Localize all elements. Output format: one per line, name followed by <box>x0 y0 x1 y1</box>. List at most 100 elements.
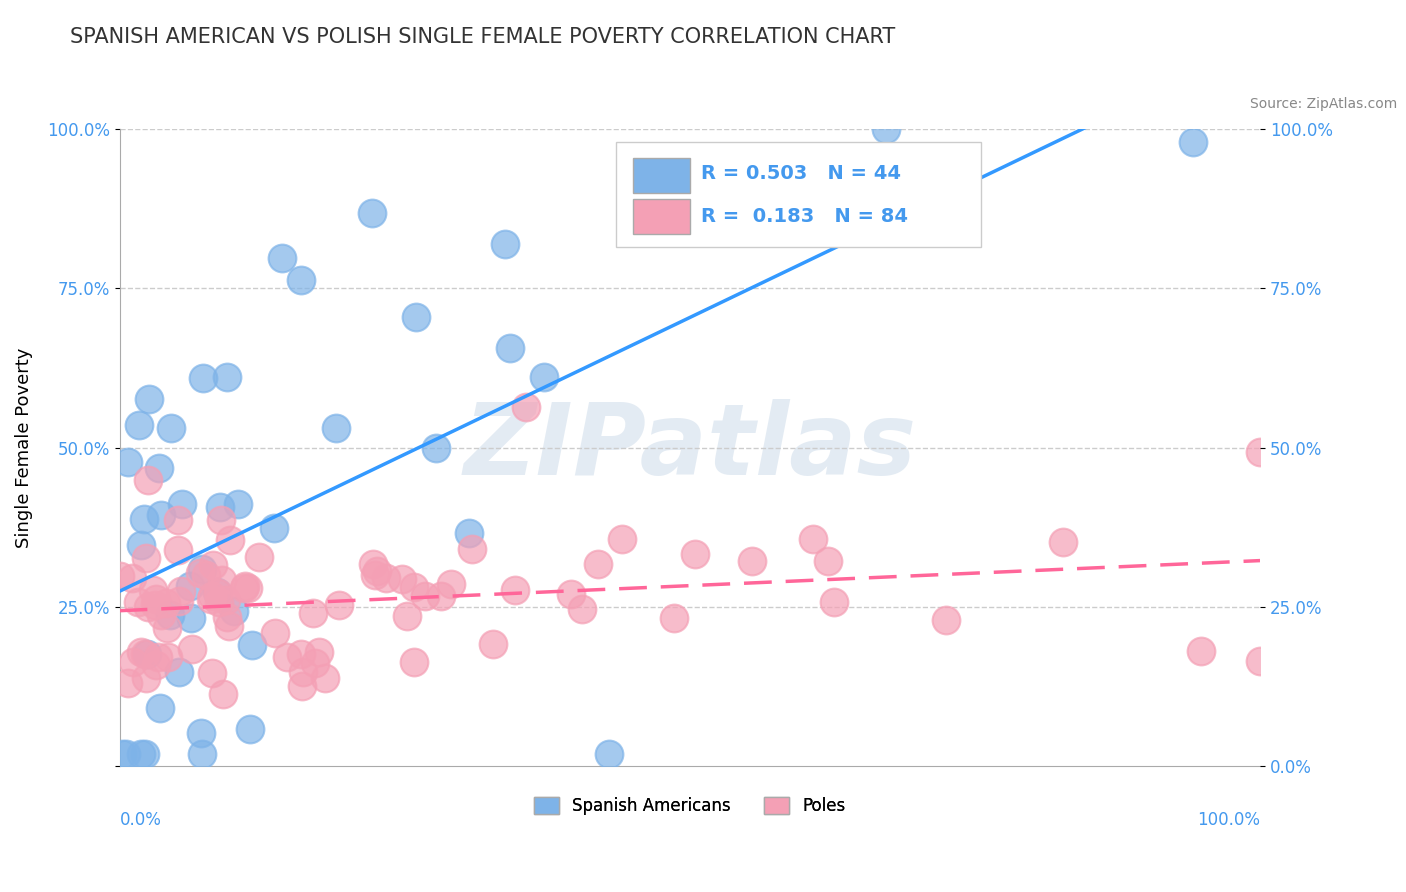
Point <box>194 567 217 582</box>
Point <box>170 584 193 599</box>
Point <box>361 557 384 571</box>
Point <box>430 589 453 603</box>
Text: ZIPatlas: ZIPatlas <box>464 399 917 496</box>
Point <box>1189 644 1212 658</box>
Point <box>136 473 159 487</box>
Point <box>741 554 763 568</box>
Point <box>290 647 312 661</box>
Point <box>364 568 387 582</box>
Point <box>685 547 707 561</box>
Point <box>823 595 845 609</box>
Point <box>180 611 202 625</box>
Point <box>190 726 212 740</box>
Point <box>402 655 425 669</box>
Point <box>180 641 202 656</box>
Point <box>190 747 212 761</box>
Point <box>201 558 224 573</box>
Point <box>209 513 232 527</box>
Point <box>1052 534 1074 549</box>
Point <box>167 513 190 527</box>
Point <box>233 581 256 595</box>
FancyBboxPatch shape <box>633 199 690 234</box>
Point <box>115 747 138 761</box>
Point <box>533 370 555 384</box>
Point <box>366 564 388 578</box>
Point <box>200 591 222 606</box>
Point <box>664 610 686 624</box>
Point <box>170 497 193 511</box>
Point <box>160 421 183 435</box>
Point <box>201 589 224 603</box>
Point <box>457 526 479 541</box>
Point <box>145 591 167 606</box>
Text: R =  0.183   N = 84: R = 0.183 N = 84 <box>702 208 908 227</box>
Point <box>238 581 260 595</box>
Point <box>117 455 139 469</box>
Point <box>129 538 152 552</box>
Point <box>150 508 173 522</box>
Point <box>598 747 620 761</box>
Point <box>159 608 181 623</box>
Point <box>304 656 326 670</box>
Point <box>328 598 350 612</box>
FancyBboxPatch shape <box>616 142 981 247</box>
Point <box>191 561 214 575</box>
Point <box>150 608 173 623</box>
Point <box>588 557 610 571</box>
Point <box>201 666 224 681</box>
Point <box>481 637 503 651</box>
Point <box>167 594 190 608</box>
Point <box>135 672 157 686</box>
Text: 100.0%: 100.0% <box>1198 811 1260 829</box>
Point <box>325 421 347 435</box>
Point <box>249 550 271 565</box>
FancyBboxPatch shape <box>633 158 690 193</box>
Point <box>801 533 824 547</box>
Point <box>291 665 314 679</box>
Point <box>271 252 294 266</box>
Point <box>111 747 134 761</box>
Text: 0.0%: 0.0% <box>120 811 162 829</box>
Text: Source: ZipAtlas.com: Source: ZipAtlas.com <box>1250 97 1398 112</box>
Point <box>503 582 526 597</box>
Point <box>167 665 190 679</box>
Point <box>134 512 156 526</box>
Point <box>308 645 330 659</box>
Point <box>361 205 384 219</box>
Point <box>405 310 427 324</box>
Point <box>117 676 139 690</box>
Point <box>148 461 170 475</box>
Point <box>121 571 143 585</box>
Point <box>499 341 522 355</box>
Y-axis label: Single Female Poverty: Single Female Poverty <box>15 348 32 548</box>
Point <box>179 579 201 593</box>
Point <box>134 747 156 761</box>
Point <box>515 400 537 414</box>
Point <box>214 593 236 607</box>
Point <box>193 371 215 385</box>
Point <box>415 589 437 603</box>
Text: SPANISH AMERICAN VS POLISH SINGLE FEMALE POVERTY CORRELATION CHART: SPANISH AMERICAN VS POLISH SINGLE FEMALE… <box>70 27 896 46</box>
Point <box>156 621 179 635</box>
Point <box>217 369 239 384</box>
Point <box>302 606 325 620</box>
Point <box>166 542 188 557</box>
Point <box>404 580 426 594</box>
Point <box>226 498 249 512</box>
Point <box>208 594 231 608</box>
Legend: Spanish Americans, Poles: Spanish Americans, Poles <box>527 790 852 822</box>
Point <box>425 441 447 455</box>
Point <box>157 649 180 664</box>
Point <box>560 587 582 601</box>
Point <box>233 579 256 593</box>
Point <box>211 573 233 587</box>
Point <box>290 272 312 286</box>
Point <box>142 582 165 597</box>
Point <box>291 679 314 693</box>
Point <box>136 600 159 615</box>
Point <box>145 657 167 672</box>
Point <box>134 647 156 661</box>
Point <box>188 566 211 580</box>
Point <box>218 619 240 633</box>
Point <box>276 650 298 665</box>
